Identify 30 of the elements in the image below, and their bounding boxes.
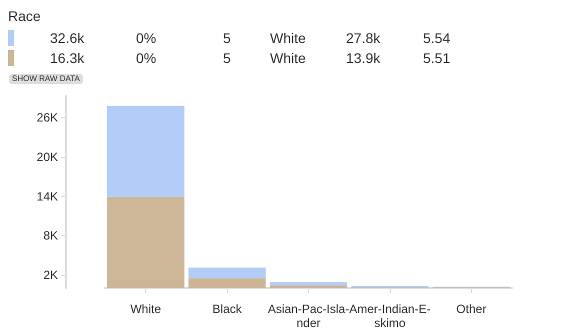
y-tick-label: 20K <box>36 150 58 164</box>
text: 27.8k <box>346 30 380 46</box>
bar <box>270 282 348 286</box>
show-raw-data-button: SHOW RAW DATA <box>9 74 83 84</box>
bar <box>270 285 348 288</box>
text: 16.3k <box>50 50 84 66</box>
x-tick-label: Other <box>456 302 486 316</box>
bar <box>188 268 266 278</box>
text: 5.54 <box>423 30 450 46</box>
text: White <box>270 50 306 66</box>
text: 5 <box>223 50 231 66</box>
x-tick-label: White <box>130 302 162 316</box>
bar <box>107 196 184 288</box>
y-tick-label: 8K <box>43 228 58 243</box>
chart-title: Race <box>8 8 41 24</box>
bar <box>107 106 184 197</box>
text: 0% <box>136 30 156 46</box>
text: 0% <box>136 50 156 66</box>
text: 13.9k <box>346 50 380 66</box>
y-tick-label: 14K <box>36 189 58 204</box>
text: 32.6k <box>50 30 84 46</box>
x-tick-label: Black <box>212 302 243 316</box>
x-tick-label: Amer-Indian-E-skimo <box>349 302 431 330</box>
y-tick-label: 26K <box>36 110 58 125</box>
text: 5 <box>223 30 231 46</box>
text: 5.51 <box>423 50 450 66</box>
x-tick-label: Asian-Pac-Isla-nder <box>268 302 350 330</box>
y-tick-label: 2K <box>43 268 58 282</box>
bar <box>188 278 266 288</box>
text: White <box>270 30 306 46</box>
